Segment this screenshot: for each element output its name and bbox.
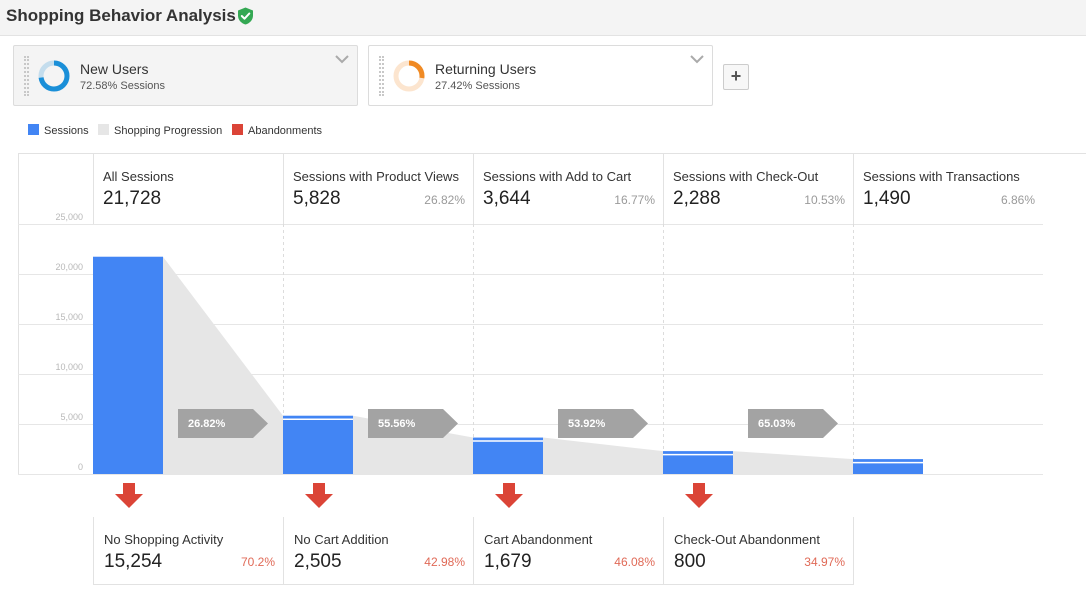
abandonment-box[interactable]: Cart Abandonment 1,679 46.08% [473,517,664,585]
y-tick-label: 0 [78,462,83,472]
abandonment-value: 2,505 [294,551,342,572]
abandonment-percentage: 42.98% [424,555,465,569]
donut-share-arc [38,60,70,92]
step-name: Sessions with Check-Out [673,169,819,184]
abandonment-box[interactable]: No Cart Addition 2,505 42.98% [283,517,474,585]
legend-swatch [232,124,243,135]
drag-handle-icon[interactable] [379,56,384,96]
abandonment-value: 1,679 [484,551,532,572]
abandonment-value: 800 [674,551,706,572]
step-sessions-value: 5,828 [293,188,341,209]
step-percentage: 10.53% [804,193,845,207]
page-title: Shopping Behavior Analysis [6,6,236,25]
donut-chart-icon [38,60,70,92]
funnel-step-header: All Sessions 21,728 [93,154,283,226]
segment-card-new-users[interactable]: New Users 72.58% Sessions [13,45,358,106]
funnel-step-header: Sessions with Check-Out 2,288 10.53% [663,154,853,226]
legend-item-abandonments: Abandonments [232,124,322,137]
y-tick-label: 10,000 [55,362,83,372]
abandonment-value: 15,254 [104,551,163,572]
legend-item-sessions: Sessions [28,124,89,137]
down-arrow-icon [495,483,523,508]
conversion-arrow [558,409,648,438]
session-bar [93,256,163,474]
y-tick-label: 20,000 [55,262,83,272]
step-name: Sessions with Transactions [863,169,1020,184]
conversion-rate-label: 53.92% [568,418,606,430]
abandonment-name: Check-Out Abandonment [674,532,820,547]
segment-name: New Users [80,61,149,77]
drag-handle-icon[interactable] [24,56,29,96]
session-bar [663,451,733,474]
step-sessions-value: 3,644 [483,188,531,209]
y-tick-label: 5,000 [60,412,83,422]
chevron-down-icon[interactable] [690,54,704,64]
down-arrow-icon [115,483,143,508]
progression-area [543,437,663,474]
session-bar [853,459,923,474]
abandonment-percentage: 70.2% [240,555,275,569]
segment-sessions: 27.42% Sessions [435,80,520,92]
conversion-rate-label: 65.03% [758,418,796,430]
step-name: All Sessions [103,169,174,184]
step-name: Sessions with Add to Cart [483,169,632,184]
donut-chart-icon [393,60,425,92]
legend-swatch [28,124,39,135]
segment-sessions: 72.58% Sessions [80,80,165,92]
abandonment-name: Cart Abandonment [484,532,593,547]
segment-name: Returning Users [435,61,537,77]
step-percentage: 26.82% [424,193,465,207]
funnel-step-header: Sessions with Transactions 1,490 6.86% [853,154,1043,226]
legend-swatch [98,124,109,135]
conversion-arrow [748,409,838,438]
conversion-arrow [178,409,268,438]
abandonment-name: No Cart Addition [294,532,389,547]
step-sessions-value: 1,490 [863,188,911,209]
abandonment-box[interactable]: Check-Out Abandonment 800 34.97% [663,517,854,585]
down-arrow-icon [685,483,713,508]
step-percentage: 16.77% [614,193,655,207]
conversion-arrow [368,409,458,438]
progression-area [163,256,283,474]
check-shield-icon [238,7,253,25]
abandonment-name: No Shopping Activity [104,532,224,547]
funnel-step-header: Sessions with Product Views 5,828 26.82% [283,154,473,226]
step-name: Sessions with Product Views [293,169,459,184]
chevron-down-icon[interactable] [335,54,349,64]
segment-card-returning-users[interactable]: Returning Users 27.42% Sessions [368,45,713,106]
progression-area [733,451,853,474]
abandonment-percentage: 34.97% [804,555,845,569]
abandonment-box[interactable]: No Shopping Activity 15,254 70.2% [93,517,284,585]
session-bar [283,415,353,474]
down-arrow-icon [305,483,333,508]
funnel-step-header: Sessions with Add to Cart 3,644 16.77% [473,154,663,226]
donut-share-arc [393,60,425,92]
step-sessions-value: 21,728 [103,188,162,209]
legend-item-shopping-progression: Shopping Progression [98,124,222,137]
conversion-rate-label: 55.56% [378,418,416,430]
y-tick-label: 25,000 [55,212,83,222]
conversion-rate-label: 26.82% [188,418,226,430]
step-percentage: 6.86% [1000,193,1035,207]
abandonment-percentage: 46.08% [614,555,655,569]
add-segment-button[interactable]: + [723,64,749,90]
y-tick-label: 15,000 [55,312,83,322]
session-bar [473,437,543,474]
report-header: Shopping Behavior Analysis [0,0,1086,36]
step-sessions-value: 2,288 [673,188,721,209]
